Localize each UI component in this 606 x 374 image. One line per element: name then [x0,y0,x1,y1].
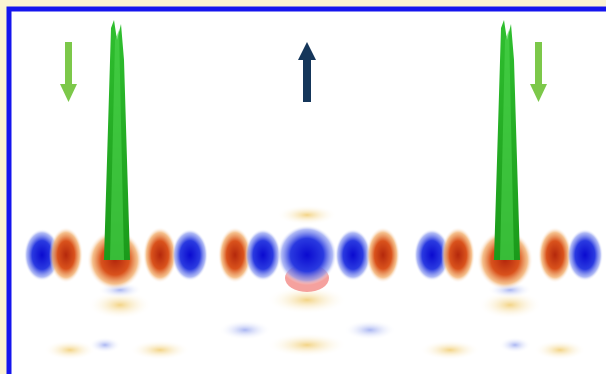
orbital-figure [0,0,606,374]
page: (() => { const data = JSON.parse(documen… [0,0,606,374]
